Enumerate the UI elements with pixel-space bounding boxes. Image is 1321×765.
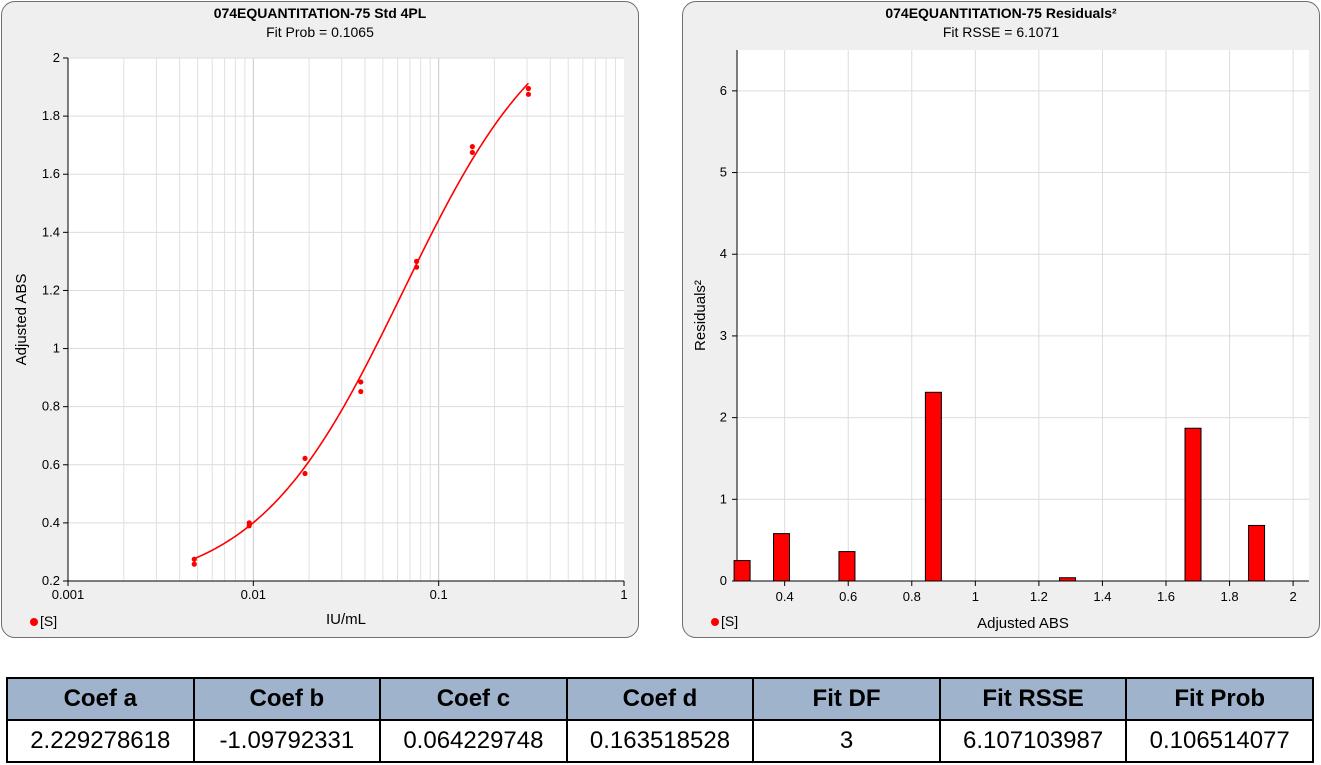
header-fit-prob: Fit Prob [1125, 677, 1314, 721]
plot-area [737, 50, 1309, 581]
data-point [302, 455, 308, 461]
x-tick-label: 0.001 [52, 587, 85, 602]
x-tick-label: 2 [1289, 589, 1296, 604]
y-tick-label: 0.6 [42, 457, 60, 472]
coefficients-table: Coef a Coef b Coef c Coef d Fit DF Fit R… [6, 677, 1314, 763]
x-tick-label: 0.1 [430, 587, 448, 602]
residual-bar [924, 391, 942, 582]
standard-curve-plot: 0.001 0.01 0.1 1 0.2 0.4 0.6 0.8 1 1.2 1.4 1.6 1.8 2 I… [13, 50, 628, 628]
x-tick-label: 1 [620, 587, 627, 602]
data-point [191, 561, 197, 567]
chart-subtitle: Fit RSSE = 6.1071 [942, 24, 1060, 40]
y-tick-label: 0.2 [42, 573, 60, 588]
header-fit-rsse: Fit RSSE [938, 677, 1128, 721]
y-tick-label: 1.6 [42, 166, 60, 181]
data-point [525, 85, 532, 92]
residual-bar [1248, 524, 1266, 582]
x-tick-label: 0.4 [776, 589, 794, 604]
data-point [358, 388, 364, 395]
y-tick-label: 4 [720, 246, 727, 261]
value-coef-d: 0.163518528 [565, 719, 755, 763]
chart-title: 074EQUANTITATION-75 Std 4PL [213, 5, 427, 21]
residuals-panel: 074EQUANTITATION-75 Residuals² Fit RSSE … [682, 1, 1320, 638]
data-point [413, 258, 420, 264]
x-axis-label: Adjusted ABS [977, 615, 1069, 632]
data-point [191, 556, 197, 562]
residual-bar [838, 551, 856, 582]
x-tick-label: 0.01 [241, 587, 266, 602]
residual-bar [772, 533, 790, 582]
legend-label: [S] [721, 613, 739, 629]
y-axis-label: Adjusted ABS [13, 274, 30, 366]
x-tick-label: 1 [972, 589, 979, 604]
x-tick-label: 1.4 [1093, 589, 1111, 604]
y-tick-label: 6 [720, 83, 727, 98]
header-fit-df: Fit DF [752, 677, 941, 721]
x-tick-label: 0.6 [839, 589, 857, 604]
header-coef-c: Coef c [379, 677, 568, 721]
y-tick-label: 2 [53, 50, 60, 65]
x-axis-label: IU/mL [326, 611, 366, 628]
table-header-row: Coef a Coef b Coef c Coef d Fit DF Fit R… [6, 677, 1314, 721]
y-tick-label: 1.2 [42, 282, 60, 297]
y-tick-label: 1.4 [42, 224, 60, 239]
y-tick-label: 1.8 [42, 108, 60, 123]
header-coef-a: Coef a [6, 677, 195, 721]
residual-bar [1058, 577, 1076, 582]
y-tick-label: 1 [720, 491, 727, 506]
x-tick-label: 0.8 [903, 589, 921, 604]
y-tick-label: 5 [720, 165, 727, 180]
data-point [358, 379, 364, 385]
header-coef-d: Coef d [565, 677, 755, 721]
y-tick-label: 1 [53, 341, 60, 356]
residual-bar [733, 560, 751, 582]
chart-title: 074EQUANTITATION-75 Residuals² [885, 5, 1117, 21]
value-coef-b: -1.09792331 [192, 719, 382, 763]
value-fit-rsse: 6.107103987 [938, 719, 1128, 763]
y-tick-label: 0.8 [42, 399, 60, 414]
legend-marker-icon [711, 618, 719, 627]
legend-label: [S] [40, 613, 58, 629]
x-tick-label: 1.6 [1157, 589, 1175, 604]
value-fit-prob: 0.106514077 [1125, 719, 1314, 763]
chart-subtitle: Fit Prob = 0.1065 [266, 24, 374, 40]
x-tick-label: 1.2 [1030, 589, 1048, 604]
standard-curve-panel: 074EQUANTITATION-75 Std 4PL Fit Prob = 0… [1, 1, 639, 638]
data-point [302, 470, 308, 477]
data-point [246, 520, 252, 526]
y-tick-label: 3 [720, 328, 727, 343]
table-row: 2.229278618 -1.09792331 0.064229748 0.16… [6, 719, 1314, 763]
y-axis-label: Residuals² [692, 280, 709, 351]
header-coef-b: Coef b [192, 677, 382, 721]
plot-area [68, 58, 624, 581]
y-tick-label: 2 [720, 410, 727, 425]
value-coef-a: 2.229278618 [6, 719, 195, 763]
data-point [469, 149, 475, 156]
residual-bar [1184, 427, 1202, 582]
y-tick-label: 0.4 [42, 515, 60, 530]
residuals-plot: 0.4 0.6 0.8 1 1.2 1.4 1.6 1.8 2 0 1 2 3 4 5 6 Adjusted A… [692, 50, 1309, 632]
data-point [469, 144, 475, 150]
data-point [525, 91, 532, 97]
legend: [S] [30, 613, 57, 629]
value-coef-c: 0.064229748 [379, 719, 568, 763]
legend-marker-icon [30, 618, 38, 627]
legend: [S] [711, 613, 738, 629]
value-fit-df: 3 [752, 719, 941, 763]
data-point [413, 264, 420, 270]
y-tick-label: 0 [720, 573, 727, 588]
x-tick-label: 1.8 [1221, 589, 1239, 604]
